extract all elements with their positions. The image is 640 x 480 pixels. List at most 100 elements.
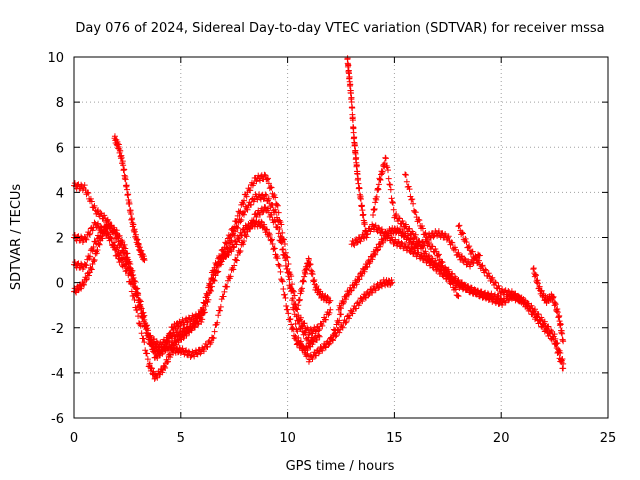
data-point (347, 81, 354, 88)
data-point (141, 257, 148, 264)
data-point (457, 256, 464, 263)
data-point (257, 177, 264, 184)
data-point (400, 220, 407, 227)
data-point (438, 258, 445, 265)
data-point (187, 353, 194, 360)
data-point (230, 266, 237, 273)
data-point (338, 323, 345, 330)
data-point (258, 218, 265, 225)
data-point (240, 211, 247, 218)
data-point (488, 276, 495, 283)
data-point (344, 55, 351, 62)
data-point (541, 318, 548, 325)
data-point (390, 206, 397, 213)
data-point (281, 291, 288, 298)
data-point (479, 262, 486, 269)
axis-ticks: 0 5 10 15 20 25 -6 -4 -2 0 2 4 6 8 10 (47, 51, 616, 446)
data-point (382, 155, 389, 162)
data-point (256, 191, 263, 198)
data-point (292, 320, 299, 327)
y-tick-label: 0 (56, 277, 64, 292)
data-point (366, 290, 373, 297)
data-point (85, 190, 92, 197)
chart-title: Day 076 of 2024, Sidereal Day-to-day VTE… (75, 21, 604, 36)
series-arc-14 (295, 255, 334, 309)
x-tick-label: 20 (493, 431, 510, 446)
data-point (483, 267, 490, 274)
data-point (449, 239, 456, 246)
data-point (130, 221, 137, 228)
data-point (90, 243, 97, 250)
data-point (557, 350, 564, 357)
data-point (459, 230, 466, 237)
y-tick-label: -4 (51, 367, 64, 382)
data-point (108, 235, 115, 242)
data-point (354, 239, 361, 246)
data-point (416, 217, 423, 224)
data-point (204, 344, 211, 351)
data-point (240, 201, 247, 208)
data-point (343, 318, 350, 325)
data-point (193, 317, 200, 324)
data-point (315, 327, 322, 334)
data-points (71, 55, 567, 382)
data-point (467, 263, 474, 270)
data-point (376, 225, 383, 232)
data-point (436, 270, 443, 277)
data-point (434, 232, 441, 239)
data-point (506, 296, 513, 303)
data-point (132, 278, 139, 285)
data-point (353, 305, 360, 312)
data-point (316, 348, 323, 355)
data-point (291, 332, 298, 339)
data-point (516, 293, 522, 300)
data-point (462, 256, 469, 263)
data-point (235, 235, 242, 242)
data-point (462, 235, 469, 242)
data-point (214, 319, 221, 326)
data-point (247, 187, 254, 194)
data-point (357, 269, 364, 276)
data-point (508, 288, 515, 295)
data-point (471, 286, 478, 293)
data-point (309, 356, 316, 363)
data-point (282, 294, 289, 301)
data-point (144, 356, 151, 363)
data-point (505, 297, 512, 304)
data-point (295, 337, 302, 344)
data-point (373, 196, 380, 203)
data-point (495, 282, 502, 289)
data-point (204, 290, 211, 297)
data-point (304, 347, 311, 354)
data-point (265, 180, 272, 187)
data-point (363, 231, 370, 238)
data-point (455, 249, 462, 256)
data-point (377, 176, 384, 183)
data-point (237, 218, 244, 225)
data-point (426, 252, 433, 259)
data-point (85, 272, 92, 279)
data-point (137, 305, 144, 312)
data-point (412, 231, 419, 238)
data-point (555, 314, 562, 321)
y-tick-label: 2 (56, 232, 64, 247)
data-point (265, 197, 272, 204)
data-point (492, 279, 499, 286)
data-point (497, 290, 504, 297)
series-arc-6 (344, 55, 370, 241)
data-point (455, 293, 462, 300)
data-point (128, 288, 135, 295)
data-point (173, 345, 180, 352)
data-point (377, 229, 384, 236)
data-point (288, 288, 295, 295)
data-point (389, 199, 396, 206)
data-point (324, 293, 331, 300)
data-point (389, 199, 396, 206)
data-point (290, 326, 297, 333)
data-point (130, 277, 137, 284)
data-point (117, 240, 124, 247)
data-point (199, 344, 206, 351)
data-point (345, 291, 352, 298)
data-point (140, 335, 147, 342)
data-point (384, 164, 391, 171)
